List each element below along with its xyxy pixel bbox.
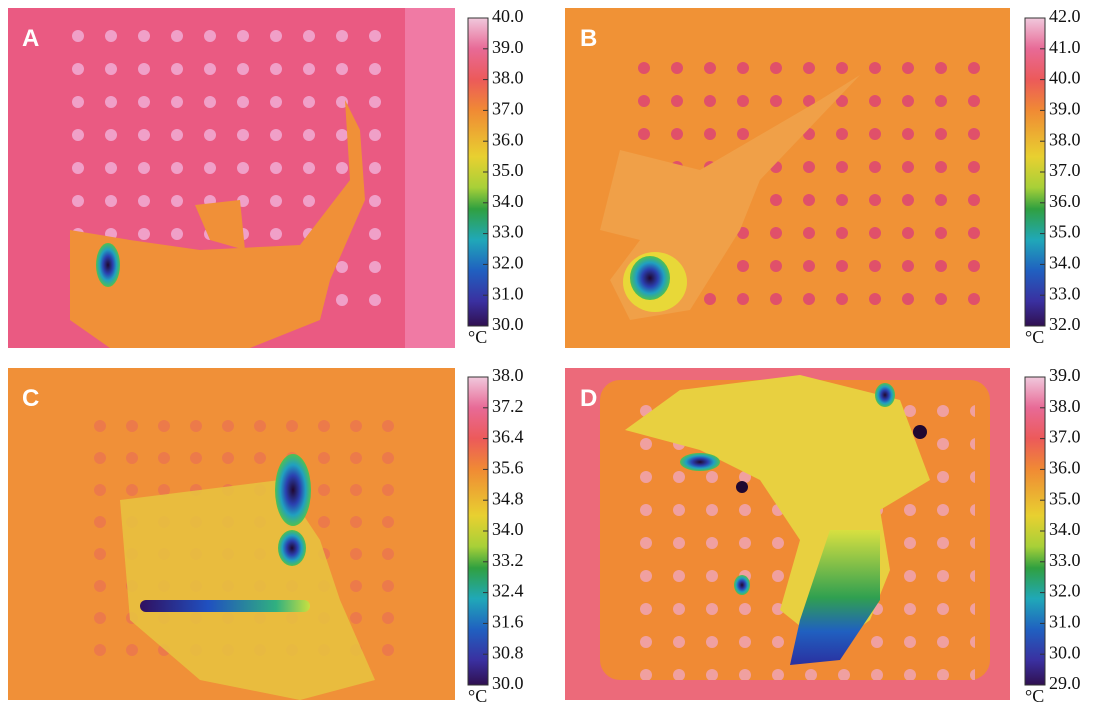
tick-label: 39.0: [492, 37, 524, 57]
tick-label: 36.4: [492, 427, 524, 447]
tick-label: 34.0: [492, 191, 524, 211]
tick-label: 34.8: [492, 488, 524, 508]
tick-label: 33.0: [492, 222, 524, 242]
panel-label: C: [22, 385, 39, 412]
tick-label: 37.0: [492, 99, 524, 119]
tick-label: 39.0: [1049, 365, 1081, 385]
tick-label: 30.8: [492, 642, 524, 662]
tick-label: 32.4: [492, 581, 524, 601]
tick-label: 38.0: [492, 68, 524, 88]
unit-label: °C: [1025, 327, 1044, 347]
tick-label: 40.0: [492, 6, 524, 26]
thermal-image: [565, 368, 1010, 700]
panel-label: A: [22, 25, 39, 52]
tick-label: 31.6: [492, 612, 524, 632]
thermal-image: [8, 8, 455, 348]
tick-label: 38.0: [1049, 396, 1081, 416]
tick-label: 38.0: [492, 365, 524, 385]
tick-label: 33.2: [492, 550, 524, 570]
unit-label: °C: [468, 686, 487, 706]
tick-label: 34.0: [1049, 253, 1081, 273]
panel-label: D: [580, 385, 597, 412]
thermal-image: [8, 368, 455, 700]
tick-label: 41.0: [1049, 37, 1081, 57]
tick-label: 40.0: [1049, 68, 1081, 88]
tick-label: 38.0: [1049, 129, 1081, 149]
tick-label: 34.0: [1049, 519, 1081, 539]
tick-label: 32.0: [1049, 314, 1081, 334]
tick-label: 31.0: [492, 283, 524, 303]
tick-label: 30.0: [492, 314, 524, 334]
tick-label: 29.0: [1049, 673, 1081, 693]
tick-label: 33.0: [1049, 283, 1081, 303]
tick-label: 35.0: [1049, 488, 1081, 508]
unit-label: °C: [468, 327, 487, 347]
tick-label: 37.0: [1049, 160, 1081, 180]
tick-label: 30.0: [492, 673, 524, 693]
tick-label: 37.2: [492, 396, 524, 416]
tick-label: 31.0: [1049, 612, 1081, 632]
tick-label: 36.0: [1049, 458, 1081, 478]
tick-label: 36.0: [492, 129, 524, 149]
tick-label: 36.0: [1049, 191, 1081, 211]
tick-label: 39.0: [1049, 99, 1081, 119]
unit-label: °C: [1025, 686, 1044, 706]
tick-label: 34.0: [492, 519, 524, 539]
tick-label: 33.0: [1049, 550, 1081, 570]
tick-label: 42.0: [1049, 6, 1081, 26]
tick-label: 32.0: [492, 253, 524, 273]
panel-label: B: [580, 25, 597, 52]
tick-label: 35.0: [1049, 222, 1081, 242]
figure: A B C D 40.0 39.0 38.0 37.0 36.0 35.0 34.0 33.0…: [0, 0, 1108, 708]
tick-label: 35.0: [492, 160, 524, 180]
tick-label: 32.0: [1049, 581, 1081, 601]
tick-label: 35.6: [492, 458, 524, 478]
tick-label: 30.0: [1049, 642, 1081, 662]
tick-label: 37.0: [1049, 427, 1081, 447]
thermal-image: [565, 8, 1010, 348]
